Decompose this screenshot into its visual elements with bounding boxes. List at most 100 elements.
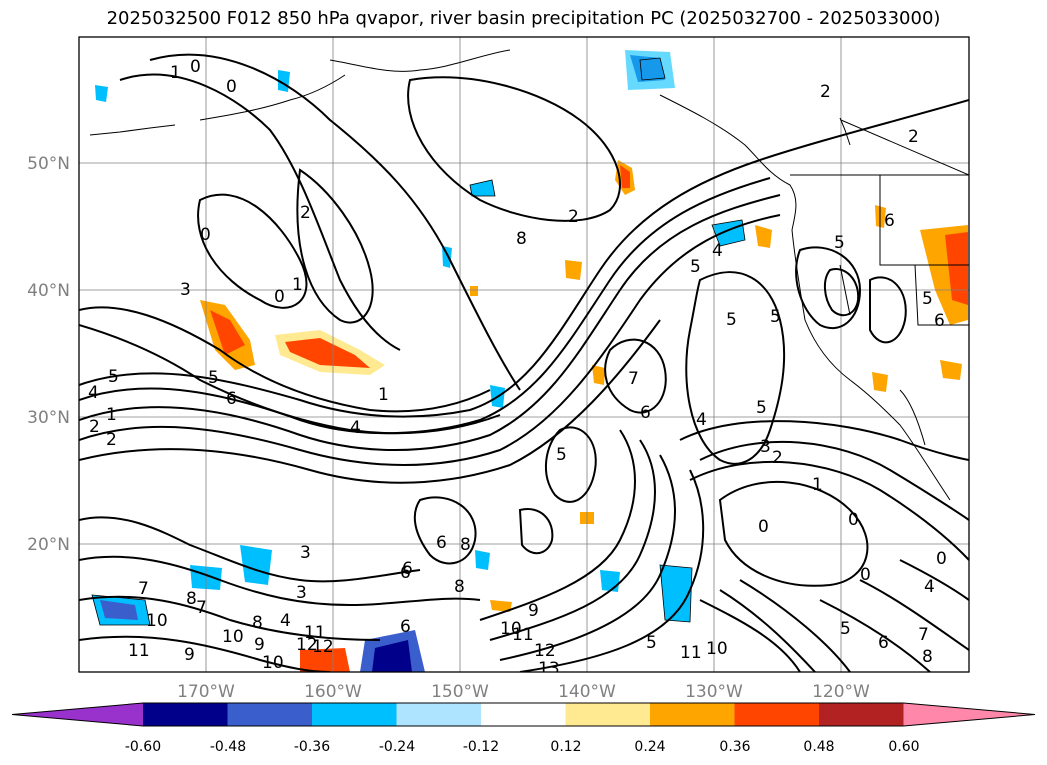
contour-label: 10	[500, 619, 522, 639]
contour-label: 3	[296, 583, 307, 603]
contour-label: 7	[138, 579, 149, 599]
contour-label: 8	[186, 589, 197, 609]
colorbar-segment	[734, 703, 819, 726]
lon-label-130w: 130°W	[685, 682, 743, 702]
contour-label: 5	[646, 633, 657, 653]
contour-label: 5	[556, 445, 567, 465]
contour-label: 4	[280, 611, 291, 631]
contour-label: 9	[528, 601, 539, 621]
colorbar-tick: -0.36	[294, 739, 330, 755]
contour-label: 12	[296, 635, 318, 655]
colorbar-segment	[143, 703, 228, 726]
contour-label: 2	[908, 127, 919, 147]
contour-label: 4	[350, 418, 361, 438]
contour-label: 8	[922, 647, 933, 667]
colorbar-segment	[481, 703, 566, 726]
colorbar-tick: -0.12	[463, 739, 499, 755]
colorbar-segment	[650, 703, 735, 726]
lat-label-40n: 40°N	[27, 281, 70, 301]
lon-label-160w: 160°W	[304, 682, 362, 702]
contour-label: 2	[300, 203, 311, 223]
contour-label: 0	[860, 565, 871, 585]
contour-label: 3	[180, 280, 191, 300]
contour-label: 8	[460, 535, 471, 555]
colorbar-tick: -0.48	[210, 739, 246, 755]
contour-label: 1	[106, 405, 117, 425]
contour-label: 5	[756, 398, 767, 418]
colorbar-segment	[565, 703, 650, 726]
contour-label: 8	[252, 613, 263, 633]
colorbar	[11, 702, 1036, 727]
contour-label: 1	[812, 475, 823, 495]
colorbar-outline	[11, 702, 1036, 727]
colorbar-tick: 0.24	[634, 739, 665, 755]
colorbar-segment	[312, 703, 397, 726]
contour-label: 10	[146, 611, 168, 631]
contour-label: 3	[300, 543, 311, 563]
gridlines	[79, 37, 969, 672]
shaded-anomalies	[92, 50, 968, 672]
contour-label: 12	[312, 637, 334, 657]
contour-label: 0	[190, 57, 201, 77]
contour-label: 8	[454, 577, 465, 597]
contour-label: 7	[918, 625, 929, 645]
contour-label: 10	[222, 627, 244, 647]
contour-label: 6	[400, 563, 411, 583]
contour-label: 5	[840, 619, 851, 639]
lon-label-150w: 150°W	[431, 682, 489, 702]
contour-label: 7	[628, 369, 639, 389]
lat-label-20n: 20°N	[27, 535, 70, 555]
contour-label: 1	[170, 63, 181, 83]
longitude-labels: 170°W 160°W 150°W 140°W 130°W 120°W	[177, 682, 870, 702]
contour-labels: 1 0 0 2 0 2 0 1 1 3 8 2 5 4 5 6 2 5 4 3 …	[88, 57, 947, 672]
contour-label: 5	[834, 233, 845, 253]
colorbar-segment	[903, 703, 1035, 726]
contour-label: 8	[516, 229, 527, 249]
coastlines	[89, 49, 969, 501]
colorbar-tick: 0.60	[888, 739, 919, 755]
contour-label: 0	[200, 225, 211, 245]
lon-label-140w: 140°W	[558, 682, 616, 702]
contour-label: 5	[108, 367, 119, 387]
plot-frame	[78, 36, 970, 673]
contour-label: 1	[378, 385, 389, 405]
contour-label: 9	[184, 645, 195, 665]
contour-label: 12	[534, 641, 556, 661]
colorbar-segment	[227, 703, 312, 726]
colorbar-tick: 0.48	[803, 739, 834, 755]
contour-label: 6	[640, 403, 651, 423]
contour-label: 4	[712, 241, 723, 261]
colorbar-tick: -0.60	[125, 739, 161, 755]
contour-label: 4	[924, 577, 935, 597]
contour-label: 2	[820, 82, 831, 102]
contour-label: 11	[680, 643, 702, 663]
contour-label: 6	[934, 311, 945, 331]
contour-lines	[79, 53, 969, 672]
contour-label: 4	[88, 383, 99, 403]
lon-label-170w: 170°W	[177, 682, 235, 702]
contour-label: 11	[304, 623, 326, 643]
contour-label: 2	[568, 207, 579, 227]
contour-label: 5	[726, 310, 737, 330]
colorbar-tick: 0.36	[719, 739, 750, 755]
lon-label-120w: 120°W	[812, 682, 870, 702]
contour-label: 6	[436, 533, 447, 553]
contour-label: 11	[128, 641, 150, 661]
colorbar-tick: 0.12	[550, 739, 581, 755]
contour-label: 0	[226, 77, 237, 97]
contour-label: 0	[274, 287, 285, 307]
contour-label: 0	[936, 549, 947, 569]
map-plot-area: 1 0 0 2 0 2 0 1 1 3 8 2 5 4 5 6 2 5 4 3 …	[79, 37, 969, 672]
colorbar-tick: -0.24	[379, 739, 415, 755]
contour-label: 2	[772, 448, 783, 468]
contour-label: 6	[878, 633, 889, 653]
lat-label-50n: 50°N	[27, 154, 70, 174]
contour-label: 10	[706, 639, 728, 659]
contour-label: 0	[758, 517, 769, 537]
contour-label: 6	[402, 559, 413, 579]
colorbar-segment	[819, 703, 904, 726]
contour-label: 11	[512, 625, 534, 645]
contour-label: 3	[760, 437, 771, 457]
contour-label: 1	[292, 275, 303, 295]
latitude-labels: 50°N 40°N 30°N 20°N	[27, 154, 70, 555]
